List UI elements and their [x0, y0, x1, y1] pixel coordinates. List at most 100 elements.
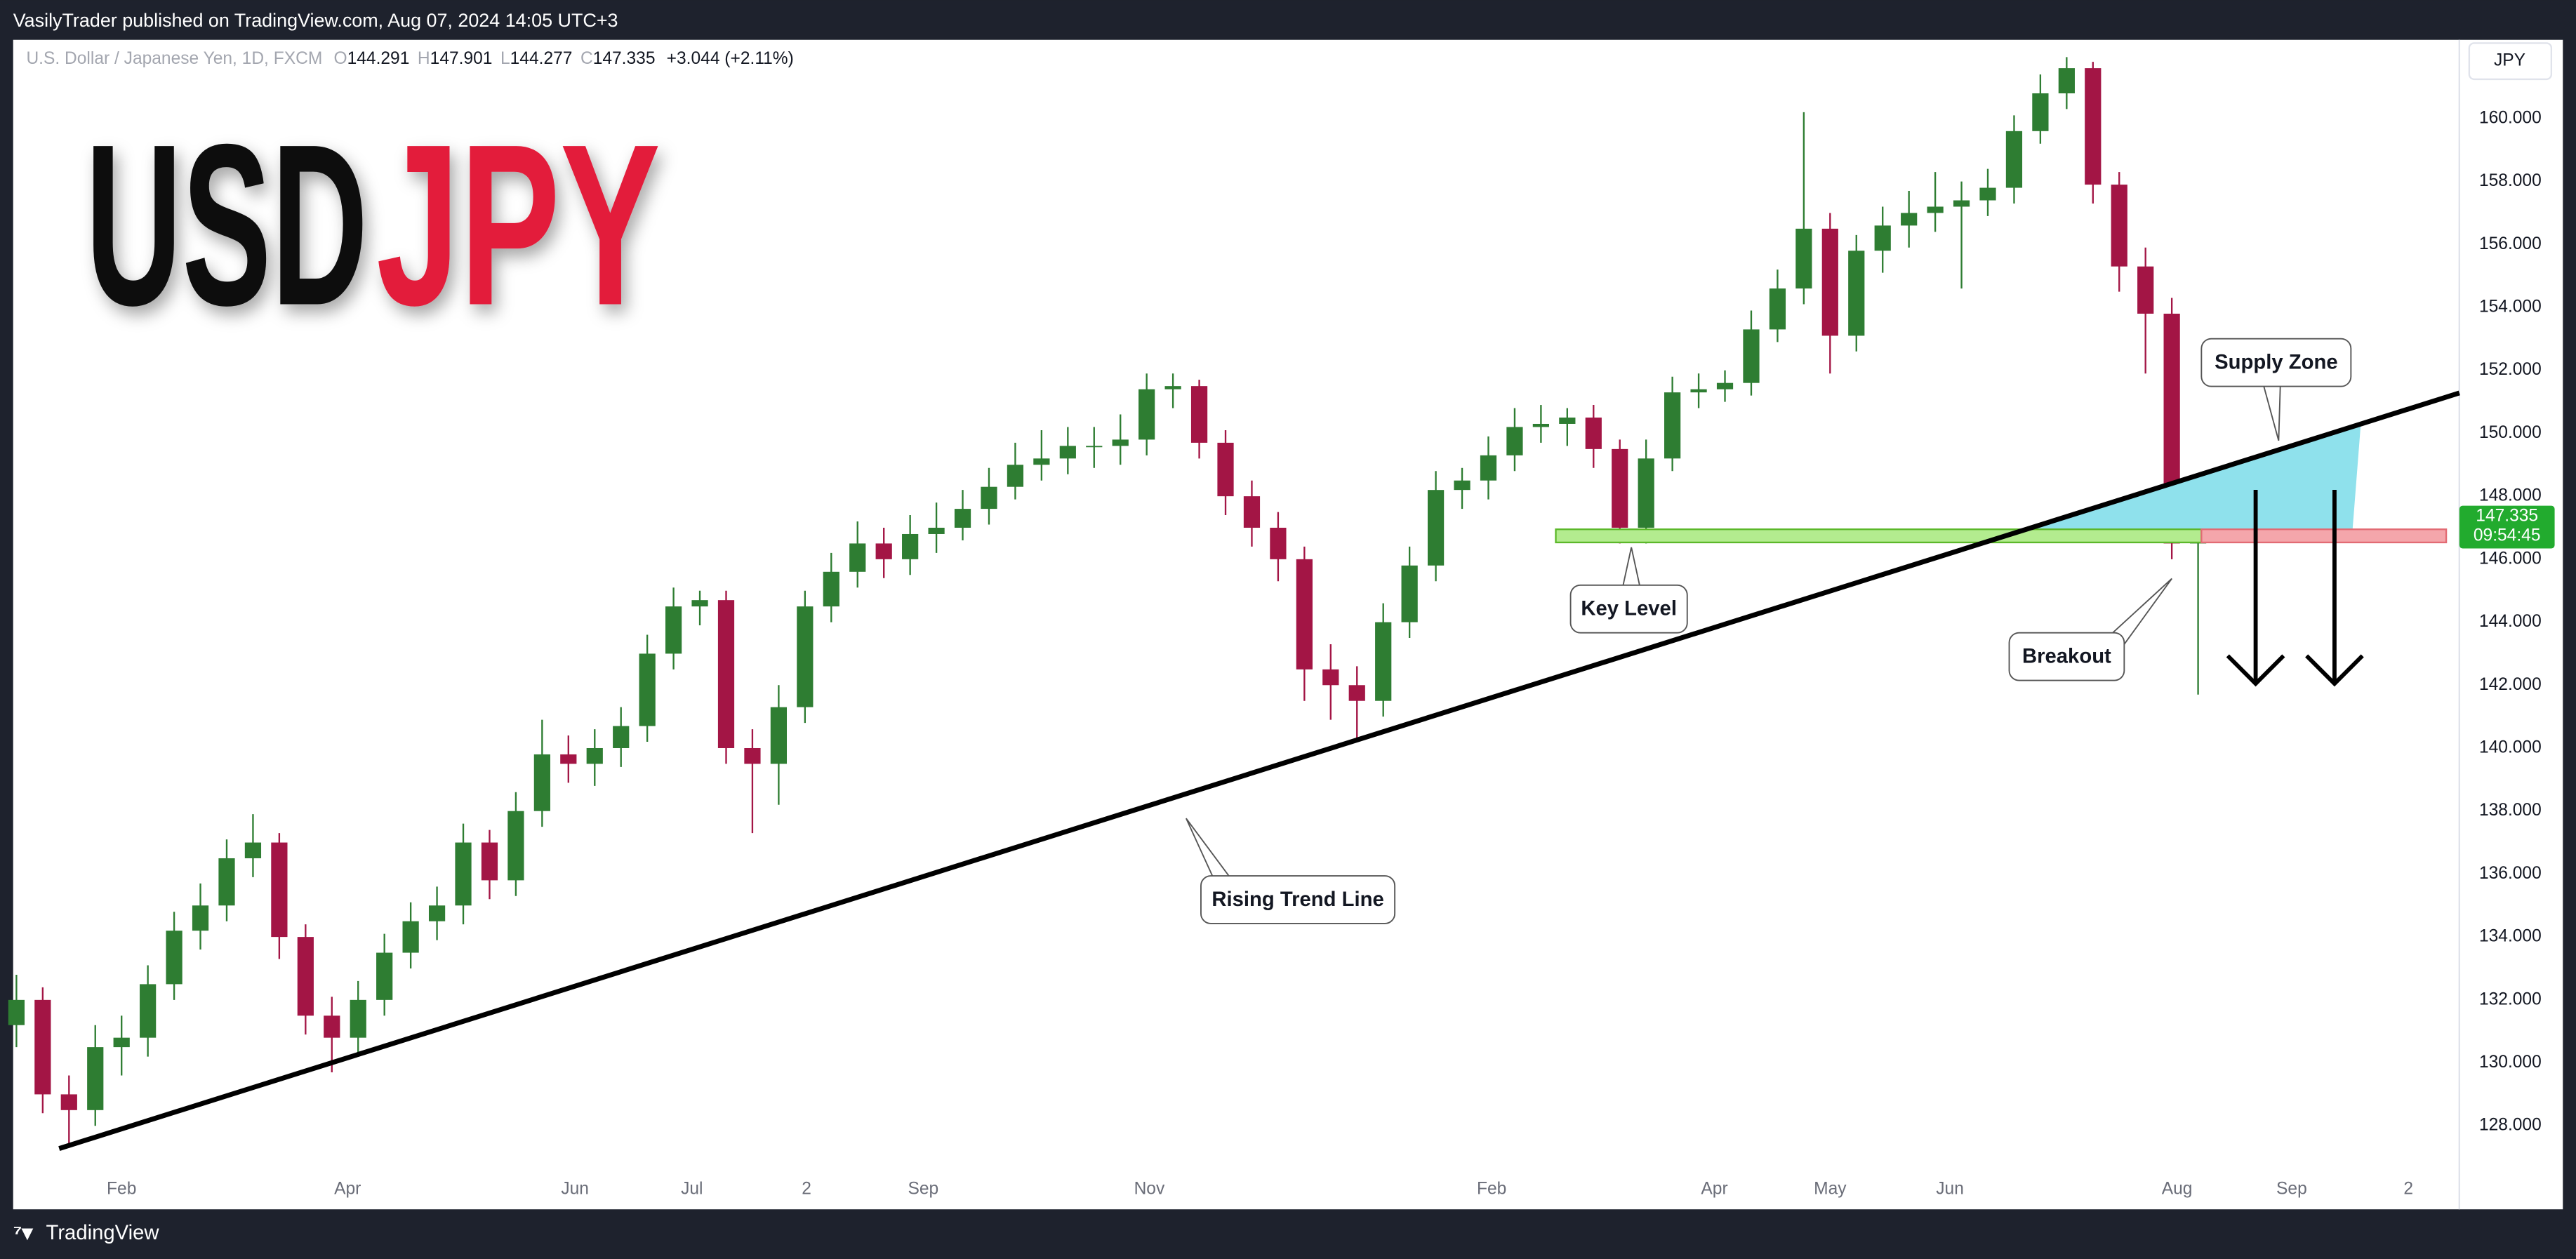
candle-body [218, 858, 235, 906]
symbol-title: U.S. Dollar / Japanese Yen, 1D, FXCM [26, 49, 322, 68]
currency-button[interactable] [2468, 42, 2553, 81]
candle-body [1296, 559, 1313, 670]
candle-body [665, 606, 682, 654]
candle-body [954, 509, 971, 528]
candle-body [1979, 187, 1996, 201]
y-tick-label: 142.000 [2479, 675, 2542, 694]
candle-body [1322, 669, 1339, 686]
candle-body [2111, 185, 2127, 267]
candle-body [1375, 622, 1392, 701]
candle-body [823, 571, 839, 607]
ohlc-label: L [500, 49, 510, 68]
candle-body [324, 1015, 340, 1038]
y-tick-label: 154.000 [2479, 297, 2542, 316]
candle-body [1270, 527, 1287, 559]
down-arrows [2226, 490, 2364, 687]
candle-body [1243, 496, 1261, 528]
x-tick-label: Aug [2162, 1180, 2193, 1199]
key-level-zone [1555, 528, 2203, 544]
candle-body [2137, 266, 2154, 314]
candle-body [1138, 389, 1155, 440]
candle-body [1559, 418, 1576, 424]
x-tick-label: Sep [908, 1180, 939, 1199]
candle-body [1454, 480, 1470, 491]
candle-body [507, 811, 524, 881]
candle-body [1480, 455, 1497, 481]
candle-body [376, 952, 393, 1000]
candle-body [1638, 458, 1654, 528]
candle-body [586, 747, 603, 764]
candle-body [1059, 446, 1076, 459]
candle-body [1821, 228, 1838, 336]
candle-body [402, 921, 419, 953]
ohlc-label: C [580, 49, 593, 68]
candle-body [875, 543, 892, 559]
publisher-line: VasilyTrader published on TradingView.co… [13, 10, 618, 31]
callout-pointer [1622, 547, 1640, 586]
y-tick-label: 148.000 [2479, 486, 2542, 505]
y-tick-label: 156.000 [2479, 234, 2542, 253]
price-tag [2459, 505, 2555, 549]
ohlc-value: 144.291 [347, 49, 410, 68]
candle-body [1953, 200, 1970, 207]
x-tick-label: Jul [681, 1180, 703, 1199]
arrow-head [2226, 654, 2285, 687]
candle-body [113, 1037, 130, 1048]
candle-body [533, 754, 550, 811]
candle-body [613, 726, 630, 748]
y-tick-label: 138.000 [2479, 801, 2542, 820]
symbol-legend: U.S. Dollar / Japanese Yen, 1D, FXCM O14… [26, 49, 793, 68]
candle-body [2058, 68, 2075, 93]
price-tag-value: 147.335 [2476, 506, 2538, 525]
footer: ⁷▾ TradingView [13, 1220, 160, 1244]
candle-body [455, 842, 472, 906]
candle-body [744, 747, 761, 764]
y-tick-label: 158.000 [2479, 171, 2542, 190]
y-tick-label: 136.000 [2479, 864, 2542, 883]
x-tick-label: Feb [107, 1180, 136, 1199]
candle-body [1217, 442, 1234, 497]
candle-body [2032, 93, 2049, 131]
candle-body [1927, 206, 1944, 213]
candle-body [981, 486, 997, 509]
ohlc-value: 147.901 [430, 49, 493, 68]
x-tick-label: Apr [334, 1180, 361, 1199]
candle-body [1348, 685, 1365, 701]
annotation: Supply Zone [2215, 352, 2338, 374]
brand: TradingView [46, 1222, 160, 1244]
callout-box [2200, 338, 2352, 387]
y-tick-label: 146.000 [2479, 549, 2542, 568]
candle-body [1112, 439, 1129, 446]
candle-body [1401, 565, 1418, 622]
candle-body [1716, 382, 1734, 389]
annotation: Key Level [1581, 598, 1677, 620]
callout-pointer [2112, 578, 2172, 645]
x-tick-label: 2 [802, 1180, 811, 1199]
y-tick-label: 144.000 [2479, 612, 2542, 631]
callout-pointer [2263, 386, 2281, 441]
ohlc-label: O [333, 49, 347, 68]
callouts [1186, 338, 2352, 924]
x-tick-label: Jun [1936, 1180, 1964, 1199]
x-tick-label: Nov [1134, 1180, 1165, 1199]
candle-body [1427, 490, 1445, 566]
ohlc-value: 144.277 [510, 49, 573, 68]
candle-body [1848, 251, 1865, 336]
y-tick-label: 132.000 [2479, 990, 2542, 1008]
candle-body [1743, 329, 1760, 383]
candle-body [1585, 418, 1602, 449]
logo-text: JPY [376, 97, 660, 354]
candle-body [350, 999, 366, 1038]
logo-text: USD [86, 97, 369, 354]
candle-body [428, 905, 446, 921]
x-tick-label: Jun [561, 1180, 589, 1199]
candle-body [34, 999, 51, 1095]
candle-body [770, 707, 788, 764]
candle-body [1033, 458, 1050, 465]
callout-box [1200, 875, 1396, 924]
currency[interactable]: JPY [2494, 51, 2525, 70]
price-tag-countdown: 09:54:45 [2474, 526, 2541, 545]
trend-line [58, 390, 2460, 1151]
logo: USD JPY [86, 97, 660, 354]
candle-body [1190, 386, 1208, 443]
